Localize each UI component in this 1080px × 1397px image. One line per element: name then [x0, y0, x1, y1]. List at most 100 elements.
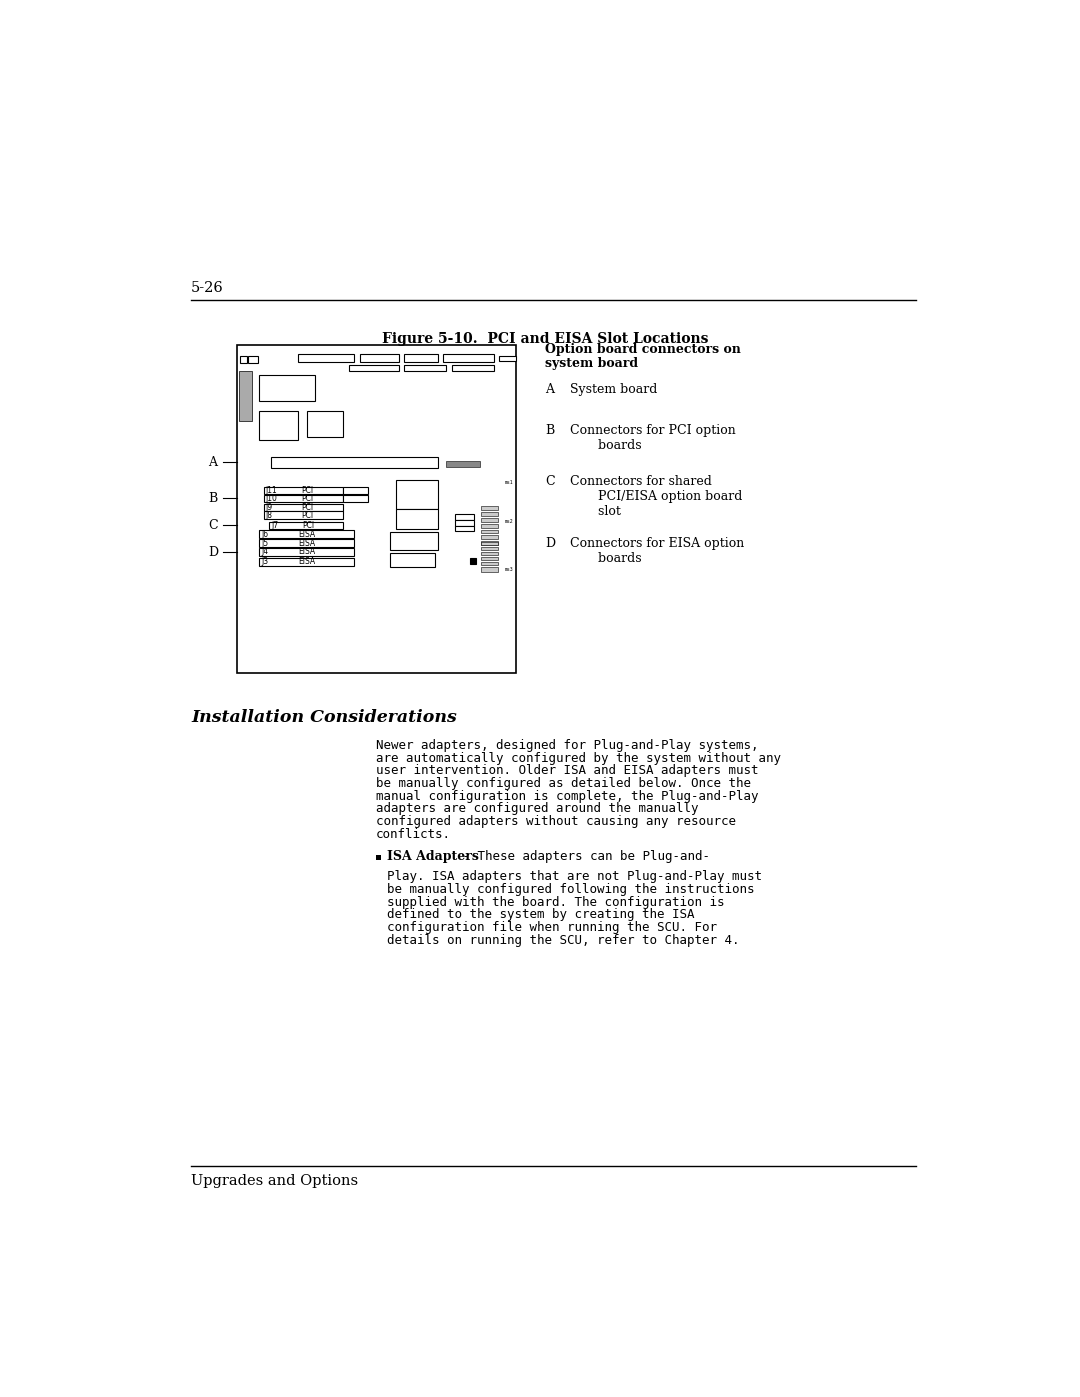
Text: D: D: [207, 546, 218, 559]
Text: J4: J4: [261, 548, 269, 556]
Bar: [390, 553, 435, 567]
Bar: [264, 503, 343, 511]
Text: B: B: [207, 492, 217, 504]
Bar: [481, 518, 498, 521]
Bar: [481, 552, 498, 555]
Text: PCI: PCI: [301, 503, 313, 511]
Bar: [481, 524, 498, 528]
Bar: [264, 511, 343, 520]
Text: conflicts.: conflicts.: [376, 828, 451, 841]
Bar: [481, 562, 498, 564]
Text: defined to the system by creating the ISA: defined to the system by creating the IS…: [387, 908, 694, 921]
Text: EISA: EISA: [298, 529, 315, 539]
Text: J5: J5: [261, 539, 269, 548]
Bar: [343, 495, 368, 502]
Bar: [396, 479, 437, 509]
Bar: [376, 855, 381, 861]
Text: are automatically configured by the system without any: are automatically configured by the syst…: [376, 752, 781, 764]
Bar: [360, 355, 399, 362]
Bar: [259, 557, 354, 566]
Bar: [259, 548, 354, 556]
Text: Newer adapters, designed for Plug-and-Play systems,: Newer adapters, designed for Plug-and-Pl…: [376, 739, 758, 752]
Text: ms3: ms3: [504, 567, 513, 571]
Text: user intervention. Older ISA and EISA adapters must: user intervention. Older ISA and EISA ad…: [376, 764, 758, 777]
Text: configuration file when running the SCU. For: configuration file when running the SCU.…: [387, 921, 717, 935]
Text: ms2: ms2: [504, 518, 513, 524]
Text: PCI: PCI: [302, 521, 314, 529]
Bar: [481, 506, 498, 510]
Text: A: A: [545, 383, 554, 395]
Bar: [481, 546, 498, 550]
Bar: [259, 374, 315, 401]
Bar: [349, 365, 399, 372]
Text: EISA: EISA: [298, 557, 315, 566]
Text: system board: system board: [545, 356, 638, 370]
Bar: [481, 542, 498, 545]
Text: J8: J8: [266, 511, 272, 520]
Text: adapters are configured around the manually: adapters are configured around the manua…: [376, 802, 699, 816]
Text: EISA: EISA: [298, 539, 315, 548]
Bar: [307, 411, 343, 437]
Bar: [241, 356, 247, 363]
Bar: [404, 355, 437, 362]
Bar: [259, 531, 354, 538]
Bar: [259, 539, 354, 546]
Text: Connectors for EISA option
       boards: Connectors for EISA option boards: [570, 536, 744, 564]
Bar: [481, 567, 498, 573]
Bar: [390, 532, 437, 550]
Text: PCI: PCI: [301, 511, 313, 520]
Text: J7: J7: [271, 521, 279, 529]
Bar: [269, 521, 343, 529]
Text: System board: System board: [570, 383, 658, 395]
Text: 5-26: 5-26: [191, 281, 224, 295]
Text: manual configuration is complete, the Plug-and-Play: manual configuration is complete, the Pl…: [376, 789, 758, 803]
Text: configured adapters without causing any resource: configured adapters without causing any …: [376, 814, 737, 828]
Text: A: A: [207, 455, 217, 469]
Text: be manually configured as detailed below. Once the: be manually configured as detailed below…: [376, 777, 751, 789]
Bar: [404, 365, 446, 372]
Text: Connectors for PCI option
       boards: Connectors for PCI option boards: [570, 423, 735, 451]
Bar: [248, 356, 258, 363]
Text: details on running the SCU, refer to Chapter 4.: details on running the SCU, refer to Cha…: [387, 933, 740, 947]
Text: Option board connectors on: Option board connectors on: [545, 344, 741, 356]
Bar: [238, 345, 516, 673]
Bar: [298, 355, 354, 362]
Text: B: B: [545, 423, 554, 437]
Bar: [396, 509, 437, 529]
Text: Upgrades and Options: Upgrades and Options: [191, 1173, 359, 1187]
Text: C: C: [545, 475, 555, 489]
Text: be manually configured following the instructions: be manually configured following the ins…: [387, 883, 755, 895]
Bar: [481, 529, 498, 534]
Bar: [264, 495, 343, 502]
Text: - These adapters can be Plug-and-: - These adapters can be Plug-and-: [455, 851, 711, 863]
Text: ms1: ms1: [504, 479, 513, 485]
Text: J3: J3: [261, 557, 269, 566]
Bar: [455, 527, 474, 531]
Text: J10: J10: [266, 495, 278, 503]
Bar: [481, 541, 498, 545]
Text: Figure 5-10.  PCI and EISA Slot Locations: Figure 5-10. PCI and EISA Slot Locations: [382, 332, 708, 346]
Bar: [455, 514, 474, 520]
Text: D: D: [545, 536, 555, 549]
Text: Play. ISA adapters that are not Plug-and-Play must: Play. ISA adapters that are not Plug-and…: [387, 870, 761, 883]
Text: PCI: PCI: [301, 486, 313, 495]
Bar: [343, 488, 368, 495]
Bar: [481, 511, 498, 515]
Bar: [499, 356, 516, 360]
Bar: [259, 411, 298, 440]
Bar: [455, 520, 474, 525]
Text: ISA Adapters: ISA Adapters: [387, 851, 478, 863]
Text: J11: J11: [266, 486, 278, 495]
Bar: [271, 457, 437, 468]
Bar: [470, 557, 476, 564]
Text: Connectors for shared
       PCI/EISA option board
       slot: Connectors for shared PCI/EISA option bo…: [570, 475, 743, 518]
Text: PCI: PCI: [301, 495, 313, 503]
Text: Installation Considerations: Installation Considerations: [191, 708, 457, 725]
Text: EISA: EISA: [298, 548, 315, 556]
Bar: [444, 355, 494, 362]
Bar: [481, 557, 498, 560]
Text: C: C: [207, 518, 217, 532]
Text: J6: J6: [261, 529, 269, 539]
Bar: [446, 461, 480, 467]
Bar: [481, 535, 498, 539]
